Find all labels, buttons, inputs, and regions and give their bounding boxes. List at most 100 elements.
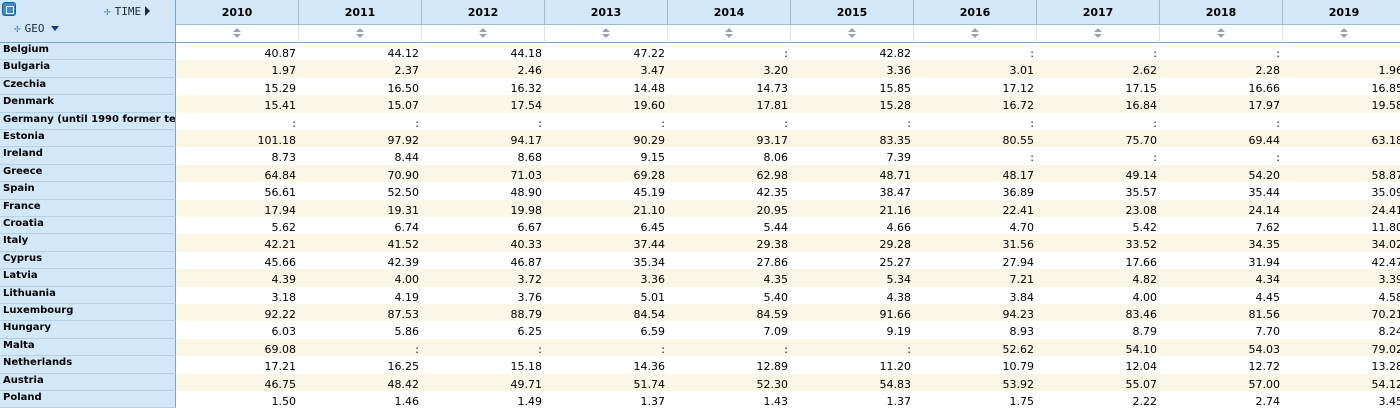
- time-dimension-control[interactable]: ✢ TIME: [104, 5, 151, 18]
- geo-row-label[interactable]: Germany (until 1990 former territory of …: [0, 112, 176, 130]
- table-cell: 4.00: [299, 269, 422, 287]
- table-cell: 19.31: [299, 199, 422, 217]
- table-cell: 23.08: [1037, 199, 1160, 217]
- expand-right-icon[interactable]: [145, 6, 151, 16]
- geo-row-label[interactable]: Czechia: [0, 77, 176, 96]
- table-cell: 4.39: [176, 269, 299, 287]
- sort-icon[interactable]: [1093, 28, 1103, 39]
- geo-row-label[interactable]: Poland: [0, 391, 176, 408]
- time-dimension-label: TIME: [114, 5, 142, 18]
- table-row: Belgium 40.87 44.12 44.18 47.22: 42.82::::: [0, 43, 1400, 61]
- year-label[interactable]: 2013: [545, 0, 668, 25]
- sort-icon[interactable]: [970, 28, 980, 39]
- table-cell: 4.58: [1378, 290, 1400, 304]
- geo-row-label[interactable]: Netherlands: [0, 356, 176, 374]
- table-row: Estonia 101.18 97.92 94.17 90.29 93.17 83.35 80…: [0, 130, 1400, 148]
- table-cell: 4.38: [886, 290, 912, 304]
- table-cell: :: [1153, 116, 1157, 130]
- table-cell: :: [784, 47, 788, 60]
- table-cell: 4.35: [668, 269, 791, 287]
- table-cell: 1.97: [176, 60, 299, 78]
- table-cell: 15.07: [299, 95, 422, 113]
- table-cell: 6.59: [640, 325, 666, 339]
- year-column-header: 2014: [668, 0, 791, 43]
- sort-control: [668, 25, 791, 43]
- geo-row-label[interactable]: Greece: [0, 164, 176, 183]
- table-cell: 19.58: [1283, 95, 1400, 113]
- geo-row-label[interactable]: Lithuania: [0, 286, 176, 304]
- table-cell: 24.14: [1160, 199, 1283, 217]
- table-cell: 17.54: [422, 95, 545, 113]
- table-cell: 17.94: [176, 199, 299, 217]
- geo-row-label[interactable]: France: [0, 199, 176, 217]
- table-cell: :: [1153, 47, 1157, 60]
- table-cell: 33.52: [1037, 234, 1160, 252]
- year-label[interactable]: 2017: [1037, 0, 1160, 25]
- table-cell: 16.72: [914, 95, 1037, 113]
- table-cell: :: [1283, 113, 1400, 130]
- sort-control: [545, 25, 668, 43]
- sort-icon[interactable]: [478, 28, 488, 39]
- move-icon[interactable]: ✢: [14, 22, 21, 35]
- table-cell: 3.36: [545, 269, 668, 287]
- table-cell: 48.90: [510, 186, 543, 200]
- table-cell: 7.21: [914, 269, 1037, 287]
- geo-row-label[interactable]: Denmark: [0, 95, 176, 113]
- year-label[interactable]: 2016: [914, 0, 1037, 25]
- geo-dimension-label: GEO: [24, 22, 45, 35]
- table-cell: :: [907, 116, 911, 130]
- table-cell: :: [1153, 151, 1157, 165]
- geo-row-label[interactable]: Ireland: [0, 147, 176, 165]
- sort-icon[interactable]: [1339, 28, 1349, 39]
- geo-row-label[interactable]: Austria: [0, 373, 176, 391]
- geo-row-label[interactable]: Italy: [0, 234, 176, 252]
- table-cell: :: [1283, 43, 1400, 60]
- year-label[interactable]: 2010: [176, 0, 299, 25]
- sort-icon[interactable]: [847, 28, 857, 39]
- table-cell: 49.14: [1037, 164, 1160, 183]
- year-column-header: 2018: [1160, 0, 1283, 43]
- table-cell: 2.74: [1255, 395, 1281, 408]
- table-cell: 17.66: [1125, 255, 1158, 269]
- geo-row-label[interactable]: Luxembourg: [0, 304, 176, 322]
- geo-row-label[interactable]: Latvia: [0, 269, 176, 287]
- year-label[interactable]: 2011: [299, 0, 422, 25]
- table-cell: 1.46: [394, 395, 420, 408]
- geo-dimension-control[interactable]: ✢ GEO: [14, 22, 59, 35]
- geo-row-label[interactable]: Hungary: [0, 321, 176, 339]
- table-cell: 17.12: [1002, 81, 1035, 95]
- expand-down-icon[interactable]: [50, 26, 59, 31]
- geo-row-label[interactable]: Cyprus: [0, 251, 176, 270]
- sort-icon[interactable]: [724, 28, 734, 39]
- table-cell: 1.75: [1009, 395, 1035, 408]
- geo-row-label[interactable]: Bulgaria: [0, 60, 176, 78]
- geo-row-label[interactable]: Croatia: [0, 217, 176, 235]
- move-icon[interactable]: ✢: [104, 5, 111, 18]
- sort-icon[interactable]: [232, 28, 242, 39]
- geo-row-label[interactable]: Spain: [0, 182, 176, 200]
- table-cell: 6.25: [517, 325, 543, 339]
- geo-row-label[interactable]: Estonia: [0, 130, 176, 148]
- geo-row-label[interactable]: Belgium: [0, 43, 176, 61]
- table-cell: 52.62: [914, 338, 1037, 357]
- app-logo-icon[interactable]: [2, 2, 16, 16]
- table-cell: 94.17: [422, 130, 545, 148]
- year-label[interactable]: 2019: [1283, 0, 1400, 25]
- geo-row-label[interactable]: Malta: [0, 338, 176, 357]
- sort-icon[interactable]: [1216, 28, 1226, 39]
- sort-icon[interactable]: [355, 28, 365, 39]
- year-label[interactable]: 2018: [1160, 0, 1283, 25]
- table-cell: 42.35: [756, 186, 789, 200]
- table-cell: 69.08: [176, 338, 299, 357]
- year-label[interactable]: 2014: [668, 0, 791, 25]
- table-cell: 35.57: [1125, 186, 1158, 200]
- table-row: Spain 56.61 52.50 48.90 45.19 42.35 38.47 36.89…: [0, 182, 1400, 200]
- sort-icon[interactable]: [601, 28, 611, 39]
- year-label[interactable]: 2015: [791, 0, 914, 25]
- table-cell: :: [1030, 151, 1034, 165]
- table-cell: 15.85: [879, 81, 912, 95]
- table-row: Croatia 5.62 6.74 6.67 6.45 5.44 4.66 4.70 5.42 7…: [0, 217, 1400, 235]
- table-cell: 6.67: [517, 221, 543, 234]
- table-cell: 20.95: [668, 199, 791, 217]
- year-label[interactable]: 2012: [422, 0, 545, 25]
